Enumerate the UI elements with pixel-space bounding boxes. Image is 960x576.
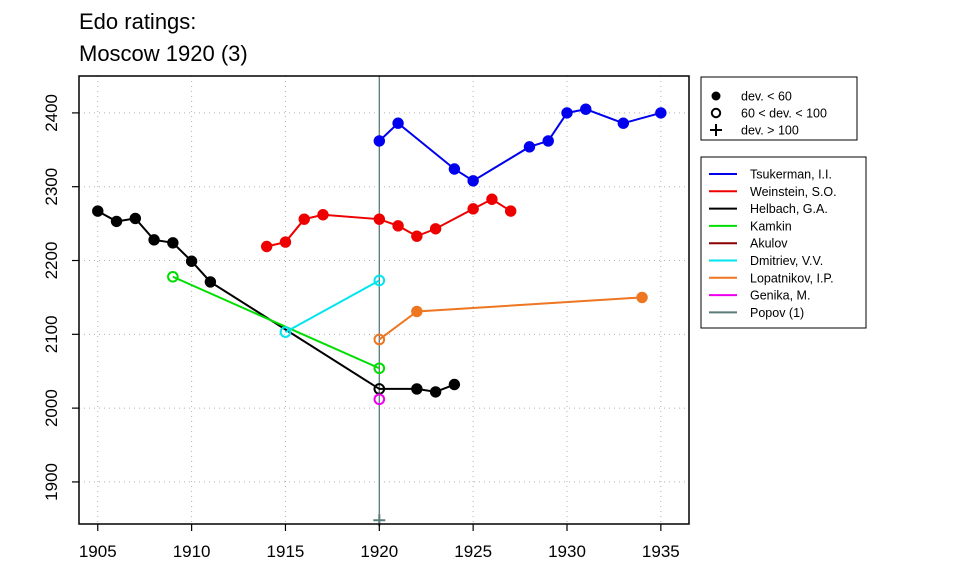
series-line — [378, 296, 643, 341]
data-point — [167, 237, 179, 249]
data-point — [167, 270, 179, 283]
series-legend-label: Weinstein, S.O. — [750, 185, 837, 199]
data-point — [542, 135, 554, 147]
data-point — [411, 305, 423, 318]
marker-legend-label: dev. > 100 — [741, 124, 799, 138]
x-tick-label: 1915 — [267, 542, 305, 561]
data-point — [636, 291, 648, 304]
data-point — [260, 240, 273, 253]
y-tick-label: 2100 — [42, 315, 61, 353]
data-point — [373, 333, 386, 346]
series-dmitriev-v-v — [279, 274, 386, 338]
data-point — [617, 117, 630, 129]
series-legend-label: Genika, M. — [750, 289, 810, 303]
data-point — [523, 141, 536, 153]
series-legend-label: Akulov — [750, 237, 788, 251]
chart-title-line2: Moscow 1920 (3) — [79, 41, 248, 66]
data-point — [317, 209, 329, 221]
data-point — [561, 107, 573, 119]
data-point — [411, 230, 423, 242]
data-point — [92, 205, 104, 217]
data-point — [392, 220, 404, 232]
series-line — [172, 275, 380, 370]
data-point — [486, 193, 498, 205]
data-point — [204, 276, 217, 288]
y-tick-label: 1900 — [42, 463, 61, 501]
data-point — [429, 386, 442, 398]
data-point — [655, 107, 667, 119]
data-point — [373, 135, 386, 147]
data-point — [448, 163, 461, 175]
series-lopatnikov-i-p — [373, 291, 648, 346]
y-tick-label: 2300 — [42, 168, 61, 206]
y-tick-label: 2400 — [42, 94, 61, 132]
data-point — [373, 213, 386, 225]
data-point — [392, 117, 404, 129]
data-point — [110, 215, 123, 228]
series-weinstein-s-o — [260, 193, 517, 253]
marker-legend-box — [700, 76, 858, 141]
data-point — [580, 103, 592, 115]
data-point — [411, 383, 423, 395]
series-legend-label: Popov (1) — [750, 306, 804, 320]
y-tick-label: 2000 — [42, 389, 61, 427]
series-group — [92, 103, 667, 527]
marker-legend-label: dev. < 60 — [741, 90, 792, 104]
plus-icon — [710, 124, 722, 136]
data-point — [373, 362, 386, 375]
series-legend-label: Helbach, G.A. — [750, 202, 828, 216]
data-point — [467, 175, 479, 187]
data-point — [448, 378, 461, 391]
data-point — [429, 223, 442, 235]
series-kamkin — [167, 270, 386, 375]
data-point — [298, 213, 310, 225]
x-tick-label: 1925 — [454, 542, 492, 561]
series-legend: Tsukerman, I.I. Weinstein, S.O. Helbach, G… — [700, 156, 867, 329]
grid — [79, 76, 689, 524]
data-point — [129, 212, 142, 225]
data-point — [148, 234, 160, 246]
chart-title-line1: Edo ratings: — [79, 9, 197, 34]
x-tick-label: 1905 — [79, 542, 117, 561]
series-tsukerman-i-i — [373, 103, 667, 187]
data-point — [279, 326, 292, 338]
series-legend-label: Kamkin — [750, 219, 792, 233]
series-line — [378, 108, 662, 182]
marker-legend: dev. < 60 60 < dev. < 100 dev. > 100 — [700, 76, 858, 141]
plot-frame — [78, 75, 690, 525]
data-point — [373, 274, 386, 287]
x-tick-label: 1910 — [173, 542, 211, 561]
series-helbach-g-a — [92, 205, 461, 398]
axes: 1905 1910 1915 1920 1925 1930 1935 1900 2000 2100… — [42, 94, 680, 561]
y-tick-label: 2200 — [42, 242, 61, 280]
open-circle-icon — [710, 107, 722, 119]
filled-circle-icon — [711, 91, 721, 101]
series-legend-label: Tsukerman, I.I. — [750, 168, 832, 182]
data-point — [279, 236, 292, 248]
x-tick-label: 1935 — [642, 542, 680, 561]
marker-legend-label: 60 < dev. < 100 — [741, 107, 827, 121]
series-legend-label: Lopatnikov, I.P. — [750, 271, 834, 285]
data-point — [373, 393, 386, 406]
x-tick-label: 1930 — [548, 542, 586, 561]
series-legend-label: Dmitriev, V.V. — [750, 254, 823, 268]
series-line — [284, 279, 380, 333]
series-genika-m — [373, 393, 386, 406]
data-point — [504, 205, 517, 217]
data-point — [185, 255, 198, 267]
data-point — [467, 203, 479, 215]
x-tick-label: 1920 — [360, 542, 398, 561]
